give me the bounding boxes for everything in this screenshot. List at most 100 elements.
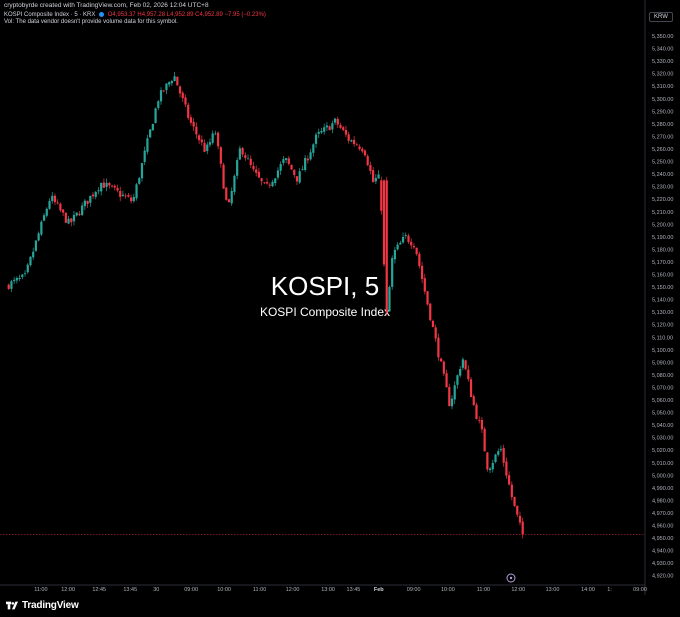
- candle[interactable]: [388, 285, 391, 312]
- candle[interactable]: [83, 199, 86, 211]
- candle[interactable]: [10, 279, 13, 293]
- candle[interactable]: [59, 202, 62, 213]
- candle[interactable]: [510, 481, 513, 501]
- candle[interactable]: [328, 125, 331, 131]
- candle[interactable]: [18, 274, 21, 282]
- candle[interactable]: [91, 192, 95, 200]
- candle[interactable]: [464, 359, 467, 371]
- candle[interactable]: [138, 176, 141, 185]
- candle[interactable]: [37, 231, 40, 242]
- candle[interactable]: [81, 202, 84, 216]
- candle[interactable]: [480, 416, 484, 433]
- candle[interactable]: [456, 374, 459, 389]
- candle[interactable]: [135, 183, 138, 201]
- event-marker-icon[interactable]: [506, 573, 516, 583]
- candle[interactable]: [445, 369, 448, 388]
- candle[interactable]: [241, 147, 244, 158]
- candle[interactable]: [64, 212, 67, 224]
- candle[interactable]: [162, 90, 165, 93]
- candle[interactable]: [434, 324, 437, 342]
- candle[interactable]: [168, 81, 171, 88]
- candle[interactable]: [189, 114, 193, 126]
- candle[interactable]: [51, 192, 54, 204]
- candle[interactable]: [86, 200, 89, 208]
- candle[interactable]: [499, 445, 503, 452]
- candle[interactable]: [369, 161, 372, 175]
- candle[interactable]: [197, 133, 201, 145]
- candle[interactable]: [94, 191, 97, 200]
- candle[interactable]: [48, 198, 51, 210]
- candle[interactable]: [184, 94, 187, 108]
- candle[interactable]: [121, 190, 125, 197]
- candle[interactable]: [105, 178, 108, 192]
- candle[interactable]: [502, 444, 505, 467]
- candle[interactable]: [339, 122, 342, 129]
- candle[interactable]: [323, 123, 326, 135]
- candle[interactable]: [13, 276, 16, 284]
- candle[interactable]: [415, 247, 418, 256]
- candle[interactable]: [410, 238, 413, 250]
- candle[interactable]: [127, 192, 130, 198]
- candle[interactable]: [255, 165, 258, 177]
- candle[interactable]: [320, 127, 323, 134]
- symbol-legend[interactable]: KOSPI Composite Index · 5 · KRX O4,953.3…: [4, 12, 266, 18]
- candle[interactable]: [108, 181, 111, 189]
- candle[interactable]: [181, 90, 184, 102]
- currency-badge[interactable]: KRW: [649, 12, 673, 22]
- candle[interactable]: [312, 143, 315, 157]
- candle[interactable]: [159, 87, 163, 105]
- candle[interactable]: [217, 131, 220, 150]
- candle[interactable]: [236, 157, 239, 180]
- candle[interactable]: [363, 149, 367, 157]
- candle[interactable]: [132, 193, 135, 203]
- candle[interactable]: [469, 377, 473, 398]
- candle[interactable]: [165, 82, 168, 95]
- candle[interactable]: [271, 179, 274, 188]
- candle[interactable]: [233, 174, 236, 196]
- candle[interactable]: [206, 141, 209, 155]
- candle[interactable]: [192, 118, 195, 131]
- candle[interactable]: [70, 217, 73, 227]
- candle[interactable]: [355, 142, 358, 146]
- candle[interactable]: [461, 357, 464, 371]
- candle[interactable]: [385, 176, 388, 316]
- candle[interactable]: [15, 276, 18, 284]
- candle[interactable]: [151, 123, 154, 131]
- candle[interactable]: [249, 155, 252, 168]
- candle[interactable]: [475, 402, 478, 420]
- candle[interactable]: [211, 130, 214, 145]
- candle[interactable]: [350, 139, 353, 143]
- candle[interactable]: [75, 212, 78, 217]
- candle[interactable]: [116, 184, 119, 193]
- candle[interactable]: [344, 125, 348, 138]
- symbol-name[interactable]: KOSPI Composite Index · 5 · KRX: [4, 12, 96, 19]
- candle[interactable]: [203, 139, 206, 153]
- candle[interactable]: [23, 270, 27, 277]
- candle[interactable]: [45, 207, 48, 218]
- candle[interactable]: [154, 107, 157, 124]
- candle[interactable]: [129, 194, 133, 204]
- candle[interactable]: [293, 169, 296, 178]
- candle[interactable]: [244, 152, 247, 161]
- candle[interactable]: [110, 184, 114, 188]
- candle[interactable]: [287, 155, 290, 166]
- candle[interactable]: [518, 511, 522, 526]
- candle[interactable]: [361, 146, 364, 154]
- candle[interactable]: [391, 255, 394, 290]
- candle[interactable]: [508, 471, 511, 486]
- candle[interactable]: [149, 129, 152, 138]
- candle[interactable]: [298, 167, 301, 184]
- candle[interactable]: [494, 453, 497, 464]
- candle[interactable]: [483, 426, 486, 452]
- candle[interactable]: [143, 146, 146, 166]
- candle[interactable]: [399, 240, 402, 245]
- candle[interactable]: [497, 448, 500, 457]
- candle[interactable]: [306, 155, 309, 164]
- candle[interactable]: [347, 131, 350, 144]
- candle[interactable]: [393, 246, 396, 264]
- candle[interactable]: [40, 220, 43, 236]
- tradingview-logo[interactable]: TradingView: [6, 600, 79, 611]
- candle[interactable]: [352, 136, 356, 147]
- candle[interactable]: [372, 167, 375, 183]
- candle[interactable]: [214, 130, 217, 136]
